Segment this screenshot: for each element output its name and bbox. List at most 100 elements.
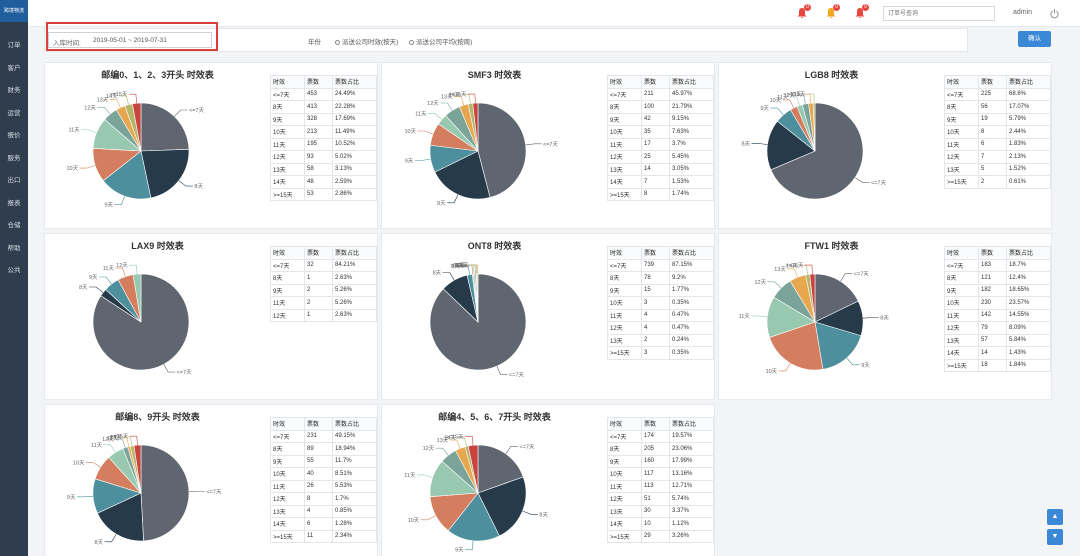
filter-option-daily[interactable]: 派送公司时效(按天) [335, 36, 398, 46]
pie-label: >=15天 [787, 91, 806, 98]
table-cell: 51 [641, 492, 670, 506]
bell-icon[interactable] [796, 7, 808, 19]
table-cell: 18.7% [1006, 258, 1051, 272]
table-header-cell: 时效 [607, 246, 642, 260]
date-range-input[interactable]: 入库时间: 2019-05-01 ~ 2019-07-31 [48, 32, 212, 48]
power-icon[interactable] [1049, 8, 1060, 19]
sidebar-item[interactable]: 报表 [7, 199, 21, 207]
pie-label: 10天 [73, 459, 85, 466]
pie-slice[interactable] [766, 120, 816, 171]
table-cell: 1.12% [669, 517, 714, 531]
table-cell: 1.28% [332, 517, 377, 531]
table-cell: 1.43% [1006, 346, 1051, 360]
table-cell: 9天 [944, 112, 979, 126]
table-cell: 25 [641, 150, 670, 164]
sidebar-item[interactable]: 财务 [7, 87, 21, 94]
pie-label: 8天 [433, 270, 442, 277]
stat-table: 时效 票数 票数占比 <=7天 739 87.15% 8天 78 9.2% 9天 15 1.77% 10… [607, 246, 714, 360]
table-header-cell: 时效 [270, 75, 305, 89]
radio-icon[interactable] [409, 40, 414, 45]
pie-label: 8天 [95, 539, 104, 546]
pie-slice[interactable] [476, 273, 479, 323]
confirm-button[interactable]: 确认 [1018, 31, 1051, 47]
table-header-row: 时效 票数 票数占比 [607, 246, 714, 260]
order-search-input[interactable] [883, 6, 995, 21]
app-logo[interactable]: 跨境物流 [0, 0, 28, 22]
bell-icon[interactable] [854, 7, 866, 19]
table-header-cell: 票数 [978, 75, 1007, 89]
pie-slice[interactable] [814, 273, 859, 323]
table-cell: 2.63% [332, 271, 377, 285]
pie-label-line [128, 93, 137, 104]
table-cell: 12天 [270, 492, 305, 506]
pie-slice[interactable] [140, 444, 190, 542]
scroll-top-button[interactable]: ▲ [1047, 509, 1063, 525]
table-header-row: 时效 票数 票数占比 [270, 417, 377, 431]
sidebar-item[interactable]: 订单 [7, 42, 21, 49]
table-row: <=7天 183 18.7% [944, 258, 1051, 272]
pie-slice[interactable] [477, 102, 527, 198]
table-cell: 1.53% [669, 175, 714, 189]
date-range-value[interactable]: 2019-05-01 ~ 2019-07-31 [93, 37, 167, 44]
table-cell: 5.74% [669, 492, 714, 506]
pie-label-line [778, 363, 791, 372]
pie-slice[interactable] [477, 476, 527, 537]
table-cell: 14 [978, 346, 1007, 360]
pie-label-line [115, 438, 126, 448]
table-cell: 22.28% [332, 100, 377, 114]
table-row: 9天 2 5.26% [270, 283, 377, 297]
pie-slice[interactable] [477, 444, 524, 494]
table-row: >=15天 8 1.74% [607, 187, 714, 201]
table-cell: <=7天 [944, 258, 979, 272]
pie-slice[interactable] [140, 102, 190, 152]
notification-bell[interactable]: 0 [854, 4, 869, 19]
pie-label-line [97, 106, 111, 115]
pie-label-line [86, 461, 101, 468]
pie-label-line [104, 533, 117, 543]
sidebar-item[interactable]: 报价 [7, 132, 21, 139]
sidebar-item[interactable]: 运营 [7, 109, 21, 117]
table-cell: 0.47% [669, 321, 714, 335]
stat-table: 时效 票数 票数占比 <=7天 453 24.49% 8天 413 22.28% 9天 328 17.… [270, 75, 377, 201]
table-cell: 9天 [944, 283, 979, 297]
table-cell: 30 [641, 504, 670, 518]
table-cell: 0.61% [1006, 175, 1051, 189]
table-row: 13天 58 3.13% [270, 162, 377, 176]
sidebar-item[interactable]: 帮助 [7, 244, 21, 252]
sidebar-nav: 订单客户财务运营报价服务出口报表仓储帮助公共 [0, 35, 28, 283]
bell-icon[interactable] [825, 7, 837, 19]
pie-label: <=7天 [509, 371, 524, 378]
radio-icon[interactable] [335, 40, 340, 45]
table-cell: 14天 [944, 346, 979, 360]
pie-slice[interactable] [133, 444, 142, 494]
table-cell: 205 [641, 442, 670, 456]
table-header-cell: 票数占比 [332, 417, 377, 431]
pie-label: <=7天 [871, 179, 886, 186]
notification-bell[interactable]: 0 [825, 4, 840, 19]
table-cell: 211 [641, 87, 670, 101]
sidebar-item[interactable]: 公共 [7, 267, 21, 274]
sidebar-item[interactable]: 出口 [7, 177, 21, 184]
table-header-cell: 票数占比 [332, 246, 377, 260]
pie-slice[interactable] [812, 102, 816, 152]
table-cell: 9.2% [669, 271, 714, 285]
table-cell: 14.55% [1006, 308, 1051, 322]
table-cell: 17.07% [1006, 100, 1051, 114]
table-row: 8天 56 17.07% [944, 100, 1051, 114]
table-cell: 7 [978, 150, 1007, 164]
scroll-bottom-button[interactable]: ▼ [1047, 529, 1063, 545]
pie-slice[interactable] [434, 150, 491, 200]
sidebar-item[interactable]: 客户 [7, 64, 21, 72]
pie-label: 12天 [754, 279, 766, 286]
user-name[interactable]: admin [1013, 9, 1033, 16]
sidebar-item[interactable]: 仓储 [7, 222, 21, 229]
table-cell: 5.02% [332, 150, 377, 164]
sidebar-item[interactable]: 服务 [7, 154, 21, 162]
pie-slice[interactable] [140, 148, 190, 199]
table-cell: >=15天 [607, 346, 642, 360]
pie-label-line [163, 364, 176, 373]
pie-label: 11天 [415, 111, 427, 118]
filter-option-weekly[interactable]: 派送公司平均(按周) [409, 36, 472, 46]
notification-bell[interactable]: 0 [796, 4, 811, 19]
